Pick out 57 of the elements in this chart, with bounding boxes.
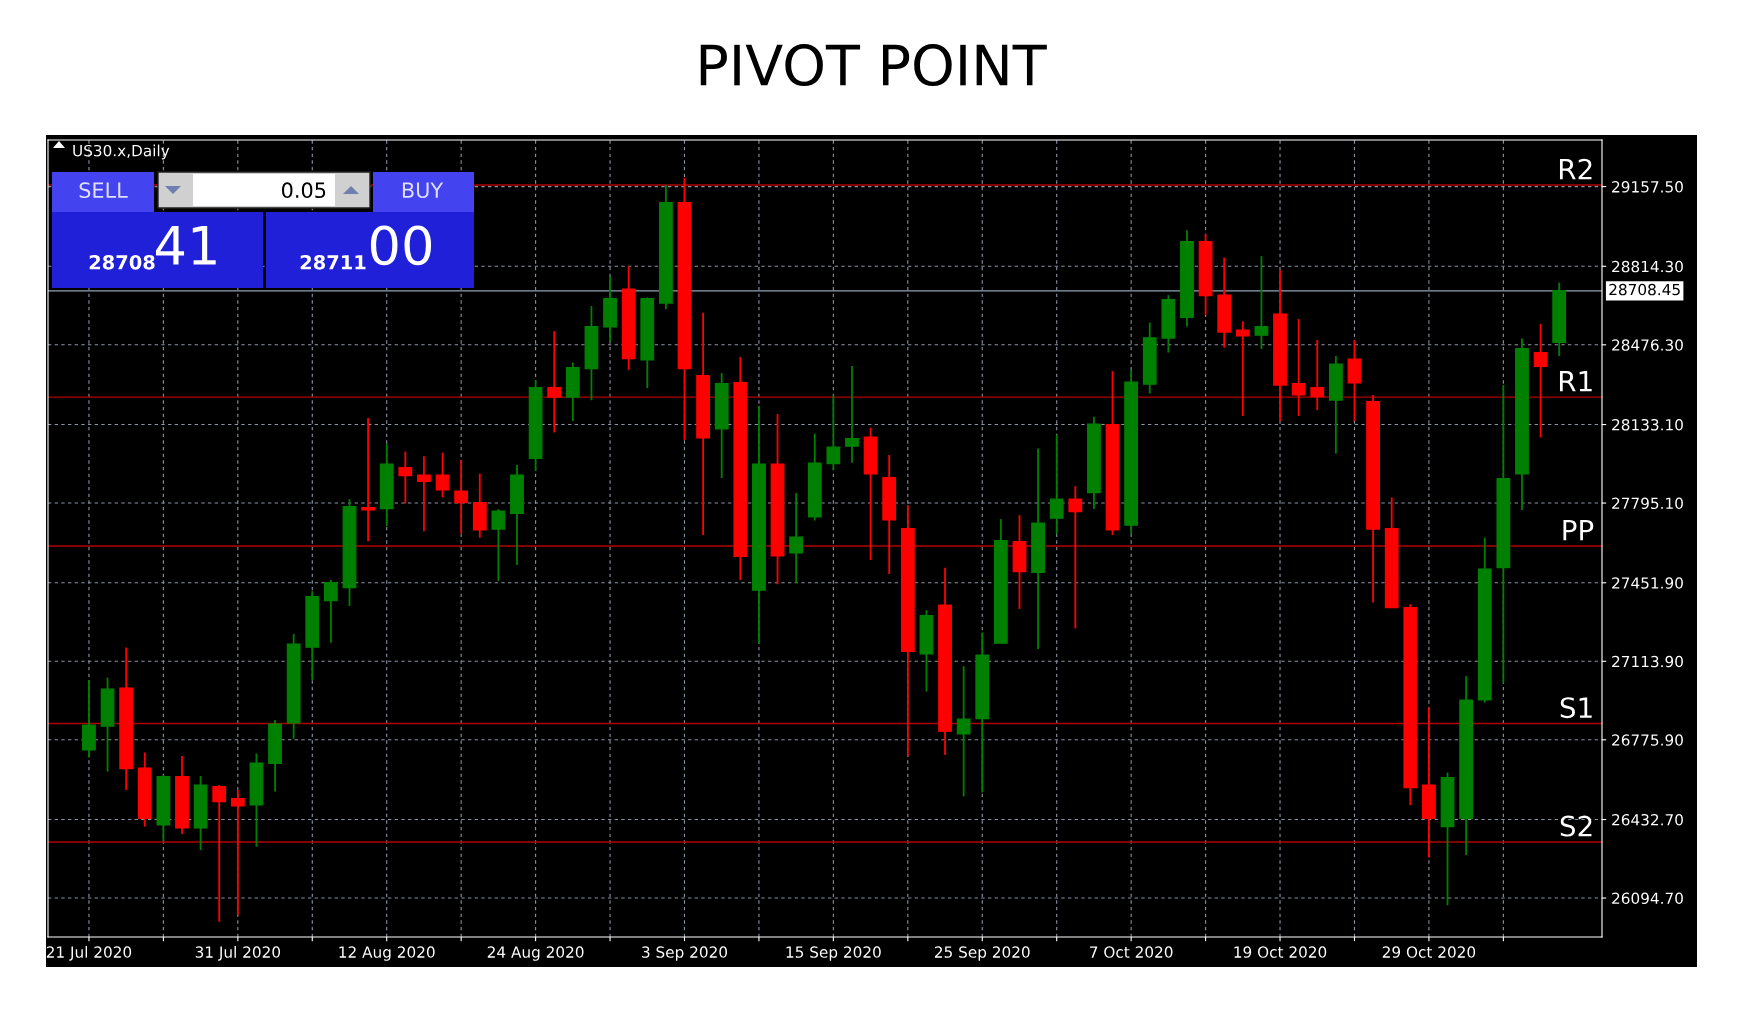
candlestick (1049, 434, 1064, 535)
candlestick (1533, 323, 1548, 439)
y-tick-label: 28133.10 (1612, 419, 1683, 431)
y-tick-label: 28814.30 (1612, 260, 1683, 273)
y-tick-label: 26775.90 (1612, 734, 1683, 746)
ref-line-label: 28708.45 (1609, 283, 1680, 296)
candlestick (956, 665, 971, 798)
candlestick (1068, 485, 1083, 630)
ref-line-label: R1 (1559, 371, 1592, 392)
candlestick (1235, 320, 1250, 417)
candlestick (826, 394, 841, 471)
chart-subtitle: US30.x,Daily (73, 144, 170, 160)
annotation: 28708 (89, 254, 155, 270)
y-tick-label: 28476.30 (1612, 339, 1683, 351)
annotation: SELL (79, 182, 128, 199)
candlestick (435, 451, 450, 499)
x-tick-label: 31 Jul 2020 (195, 946, 281, 961)
y-tick-label: 27795.10 (1612, 497, 1683, 510)
y-tick-label: 26094.70 (1612, 892, 1683, 905)
candlestick (1310, 339, 1325, 412)
x-tick-label: 12 Aug 2020 (339, 946, 435, 961)
y-tick-label: 27451.90 (1612, 577, 1683, 589)
x-tick-label: 19 Oct 2020 (1234, 946, 1327, 958)
annotation: 41 (156, 226, 216, 265)
ref-line-label: S2 (1560, 815, 1592, 837)
candlestick (1254, 255, 1269, 350)
ref-line-label: S1 (1560, 697, 1592, 719)
y-tick-label: 29157.50 (1612, 181, 1683, 193)
annotation: 0.05 (281, 182, 326, 199)
candlestick (1347, 339, 1362, 422)
ref-line-label: PP (1563, 520, 1594, 541)
x-tick-label: 7 Oct 2020 (1090, 946, 1173, 958)
y-tick-label: 27113.90 (1612, 655, 1683, 668)
candlestick (324, 579, 338, 644)
x-tick-label: 15 Sep 2020 (786, 946, 881, 961)
annotation: BUY (402, 182, 444, 199)
candlestick (230, 789, 245, 917)
candlestick (845, 365, 859, 464)
y-tick-label: 26432.70 (1612, 813, 1683, 826)
annotation: 00 (370, 225, 432, 266)
candlestick (398, 450, 413, 505)
annotation: 28711 (300, 254, 366, 270)
candlestick (454, 459, 469, 535)
x-tick-label: 25 Sep 2020 (934, 946, 1030, 961)
candlestick (491, 508, 506, 583)
x-tick-label: 24 Aug 2020 (487, 946, 584, 961)
ref-line-label: R2 (1559, 158, 1592, 180)
chart-title: PIVOT POINT (700, 44, 1047, 87)
candlestick (1291, 318, 1306, 417)
candlestick (212, 784, 227, 923)
candlestick (417, 455, 431, 533)
x-tick-label: 29 Oct 2020 (1382, 946, 1476, 958)
candlestick (547, 330, 562, 434)
candlestick (361, 417, 375, 543)
candlestick (789, 492, 804, 584)
x-tick-label: 3 Sep 2020 (642, 946, 728, 961)
x-tick-label: 21 Jul 2020 (46, 946, 132, 961)
